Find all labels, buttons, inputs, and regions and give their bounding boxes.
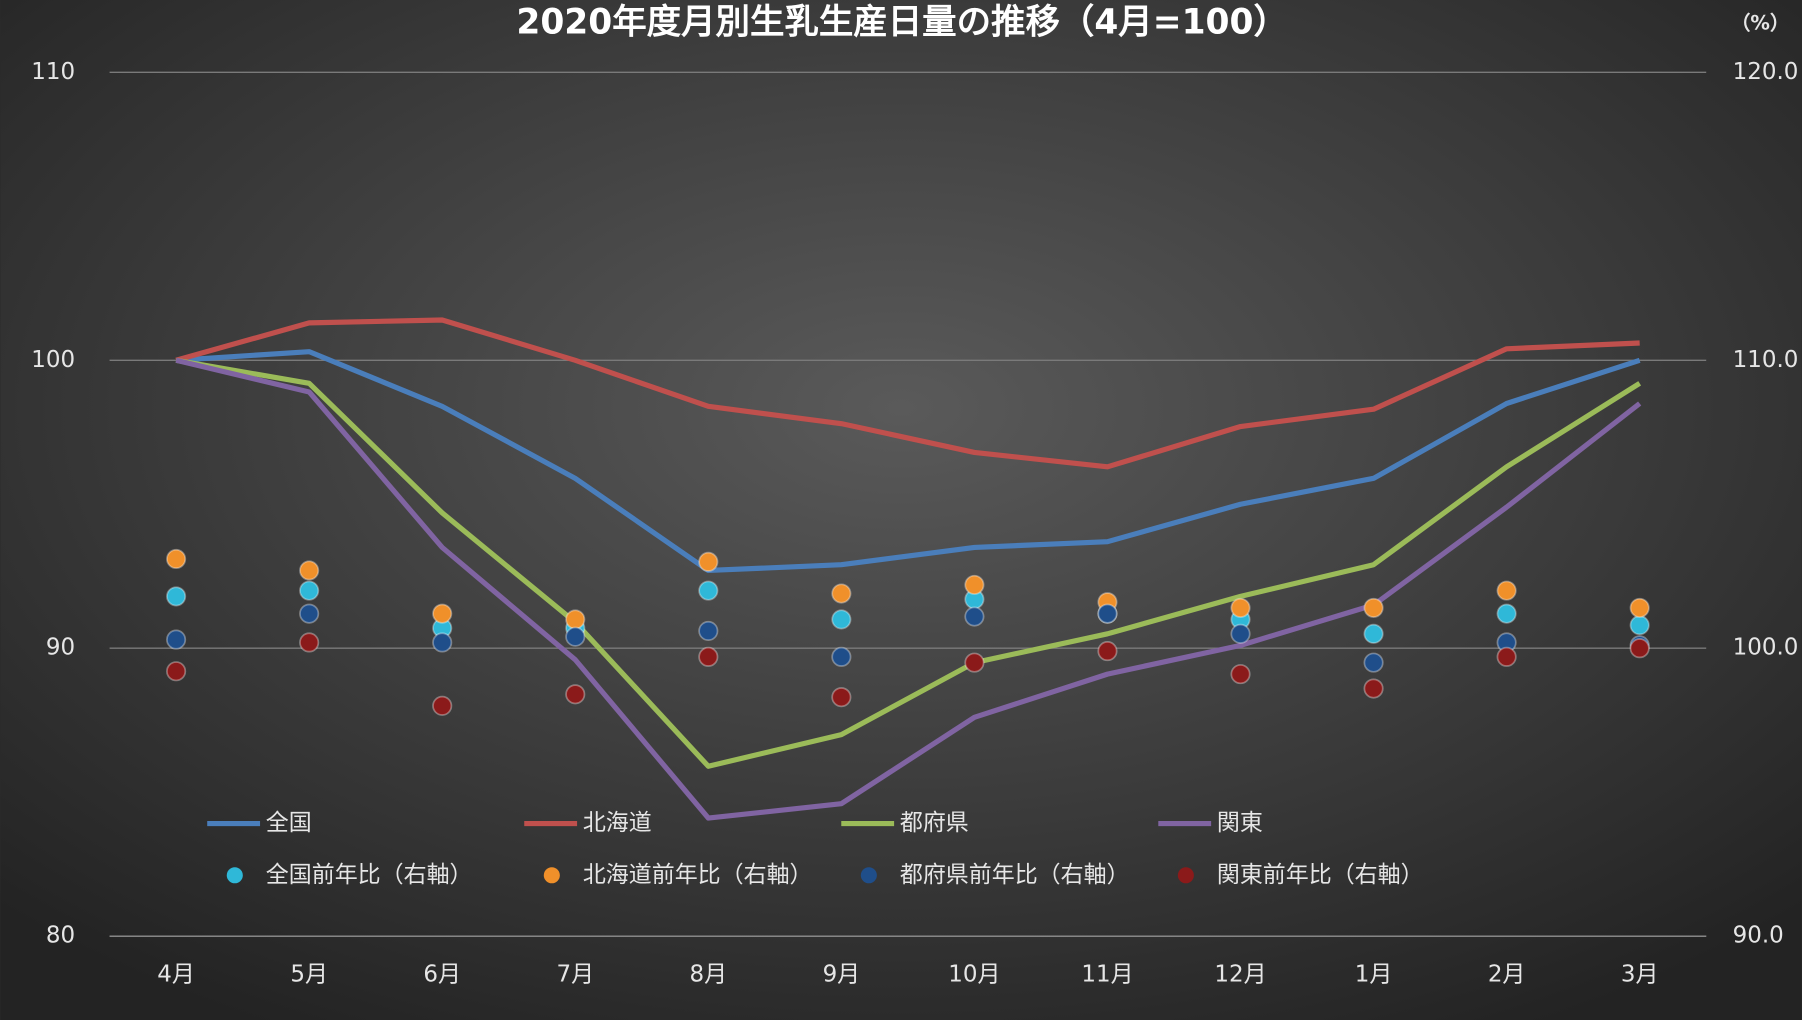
x-tick-label: 7月 xyxy=(556,962,594,988)
point xyxy=(432,695,453,716)
y2-tick-label: 90.0 xyxy=(1733,923,1784,949)
point xyxy=(1496,603,1517,624)
point xyxy=(432,632,453,653)
point xyxy=(698,551,719,572)
legend-label: 関東前年比（右軸） xyxy=(1217,862,1424,888)
point xyxy=(964,652,985,673)
point xyxy=(831,583,852,604)
x-tick-label: 12月 xyxy=(1214,962,1266,988)
point xyxy=(1496,646,1517,667)
x-tick-label: 5月 xyxy=(290,962,328,988)
x-tick-label: 10月 xyxy=(948,962,1000,988)
x-tick-label: 2月 xyxy=(1488,962,1526,988)
point xyxy=(698,580,719,601)
point xyxy=(1363,597,1384,618)
point xyxy=(565,609,586,630)
point xyxy=(166,548,187,570)
line xyxy=(175,317,1640,470)
point xyxy=(1230,623,1251,644)
point xyxy=(166,629,187,650)
line xyxy=(175,349,1641,574)
point xyxy=(1363,678,1384,699)
legend-label: 関東 xyxy=(1217,810,1263,836)
point xyxy=(299,580,320,601)
point xyxy=(299,632,320,653)
line xyxy=(175,357,1642,821)
point xyxy=(166,661,187,682)
point xyxy=(964,574,985,595)
point xyxy=(698,646,719,667)
point xyxy=(1363,623,1384,644)
x-tick-label: 3月 xyxy=(1621,962,1659,988)
point xyxy=(831,646,852,667)
x-tick-label: 11月 xyxy=(1081,962,1133,988)
point xyxy=(831,609,852,630)
legend-label: 北海道前年比（右軸） xyxy=(583,862,813,888)
x-tick-label: 9月 xyxy=(823,962,861,988)
x-tick-label: 4月 xyxy=(157,962,195,988)
legend-swatch xyxy=(1177,867,1194,884)
legend-label: 都府県 xyxy=(900,810,969,836)
point xyxy=(698,620,719,641)
point xyxy=(432,603,453,624)
legend-label: 全国 xyxy=(266,810,312,836)
point xyxy=(1230,664,1251,685)
point xyxy=(299,603,320,624)
y-tick-label: 110 xyxy=(31,59,75,85)
legend-label: 全国前年比（右軸） xyxy=(266,862,473,888)
point xyxy=(299,560,320,581)
x-tick-label: 6月 xyxy=(423,962,461,988)
legend-label: 都府県前年比（右軸） xyxy=(900,862,1130,888)
legend-swatch xyxy=(543,867,560,884)
y2-tick-label: 100.0 xyxy=(1733,635,1799,661)
x-tick-label: 8月 xyxy=(690,962,728,988)
point xyxy=(1496,580,1517,601)
y2-axis-label: （%） xyxy=(1731,12,1790,35)
point xyxy=(1363,652,1384,673)
point xyxy=(1629,597,1650,618)
point xyxy=(565,626,586,647)
point xyxy=(1097,641,1118,662)
y-tick-label: 100 xyxy=(31,347,75,373)
line xyxy=(175,357,1642,769)
point xyxy=(1230,597,1251,618)
y-tick-label: 90 xyxy=(46,635,75,661)
point xyxy=(166,586,187,607)
y2-tick-label: 110.0 xyxy=(1733,347,1799,373)
legend-swatch xyxy=(226,867,243,884)
legend-swatch xyxy=(860,867,877,884)
chart-title: 2020年度月別生乳生産日量の推移（4月=100） xyxy=(516,3,1288,43)
point xyxy=(1097,603,1118,624)
point xyxy=(831,687,852,708)
legend-label: 北海道 xyxy=(583,810,652,836)
y-tick-label: 80 xyxy=(46,923,75,949)
point xyxy=(1629,615,1650,636)
point xyxy=(565,684,586,705)
point xyxy=(1629,638,1650,659)
point xyxy=(964,606,985,627)
x-tick-label: 1月 xyxy=(1355,962,1393,988)
y2-tick-label: 120.0 xyxy=(1733,59,1799,85)
